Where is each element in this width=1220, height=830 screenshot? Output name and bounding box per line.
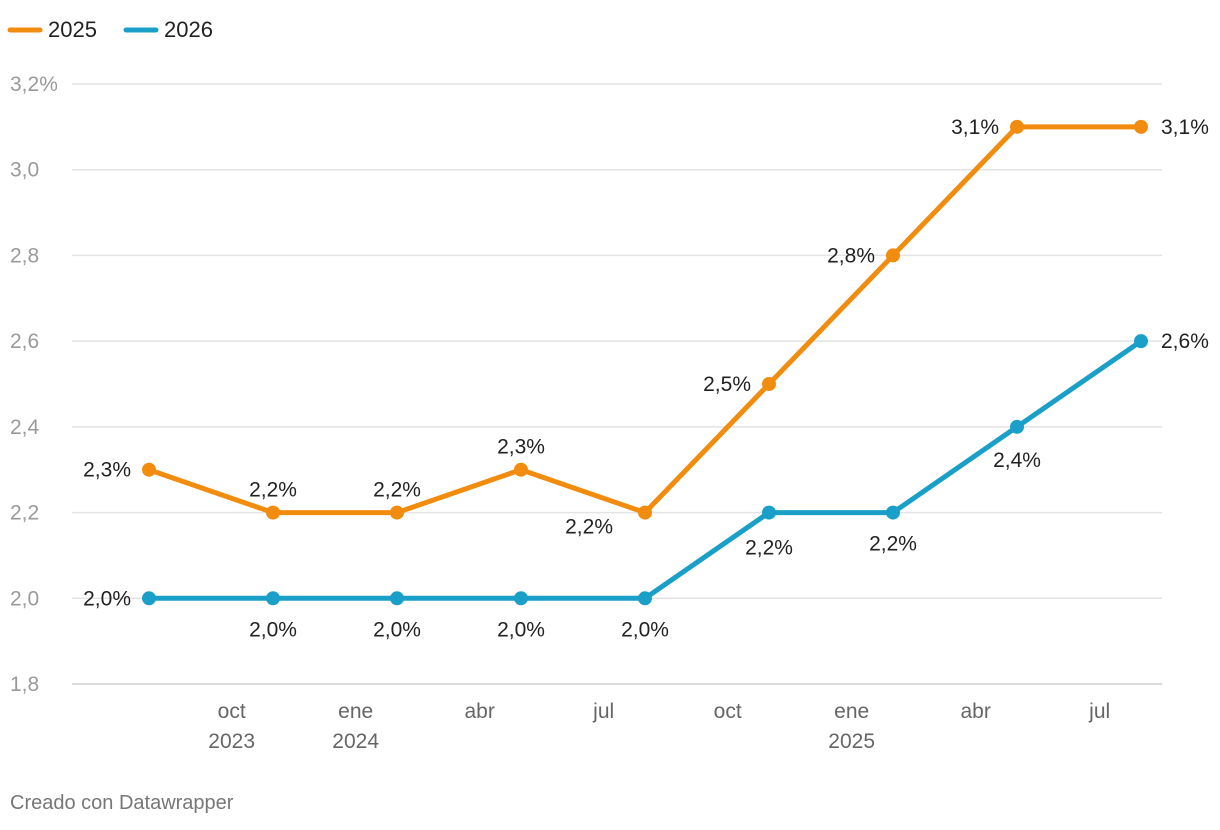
credit-text: Creado con Datawrapper xyxy=(10,792,234,814)
data-label-2026: 2,0% xyxy=(621,618,669,641)
data-label-2026: 2,0% xyxy=(83,587,131,610)
data-label-2026: 2,6% xyxy=(1161,330,1209,353)
data-label-2025: 2,3% xyxy=(497,436,545,459)
y-tick-label: 2,6 xyxy=(10,330,39,353)
x-tick-label: oct xyxy=(218,700,246,723)
data-point-2026 xyxy=(266,591,280,606)
data-label-2026: 2,2% xyxy=(745,537,793,560)
y-tick-label: 3,0 xyxy=(10,159,39,182)
data-point-2026 xyxy=(886,505,900,520)
x-tick-label: jul xyxy=(592,700,614,723)
data-label-2025: 2,5% xyxy=(703,373,751,396)
y-tick-label: 2,2 xyxy=(10,502,39,525)
data-point-2025 xyxy=(1134,119,1148,134)
x-tick-label: jul xyxy=(1088,700,1110,723)
y-tick-label: 3,2% xyxy=(10,73,58,96)
y-tick-label: 2,8 xyxy=(10,244,39,267)
data-point-2026 xyxy=(514,591,528,606)
data-label-2026: 2,0% xyxy=(497,618,545,641)
data-point-2026 xyxy=(638,591,652,606)
data-label-2026: 2,2% xyxy=(869,533,917,556)
x-tick-label: 2024 xyxy=(332,730,379,753)
data-point-2025 xyxy=(142,462,156,477)
x-tick-label: ene xyxy=(338,700,373,723)
x-tick-label: abr xyxy=(960,700,990,723)
data-label-2025: 3,1% xyxy=(951,116,999,139)
x-tick-label: 2023 xyxy=(208,730,255,753)
x-tick-label: oct xyxy=(714,700,742,723)
data-label-2025: 2,2% xyxy=(565,516,613,539)
legend-label: 2025 xyxy=(48,17,97,42)
data-point-2026 xyxy=(1010,419,1024,434)
data-label-2025: 3,1% xyxy=(1161,116,1209,139)
y-tick-label: 2,4 xyxy=(10,416,40,439)
data-point-2025 xyxy=(638,505,652,520)
data-point-2025 xyxy=(762,377,776,391)
x-tick-label: ene xyxy=(834,700,869,723)
data-label-2025: 2,2% xyxy=(373,479,421,502)
data-label-2025: 2,3% xyxy=(83,459,131,482)
data-point-2025 xyxy=(514,462,528,477)
data-point-2025 xyxy=(1010,119,1024,134)
x-tick-label: 2025 xyxy=(828,730,875,753)
data-label-2025: 2,8% xyxy=(827,244,875,267)
data-point-2025 xyxy=(886,248,900,263)
y-tick-label: 2,0 xyxy=(10,587,39,610)
data-point-2025 xyxy=(266,505,280,520)
x-tick-label: abr xyxy=(464,700,494,723)
data-point-2026 xyxy=(1134,334,1148,349)
data-label-2026: 2,0% xyxy=(373,618,421,641)
data-point-2026 xyxy=(390,591,404,606)
data-label-2026: 2,0% xyxy=(249,618,297,641)
data-label-2025: 2,2% xyxy=(249,479,297,502)
legend-label: 2026 xyxy=(164,17,213,42)
data-point-2026 xyxy=(142,591,156,606)
y-tick-label: 1,8 xyxy=(10,673,39,696)
data-label-2026: 2,4% xyxy=(993,449,1041,472)
data-point-2026 xyxy=(762,505,776,520)
data-point-2025 xyxy=(390,505,404,520)
